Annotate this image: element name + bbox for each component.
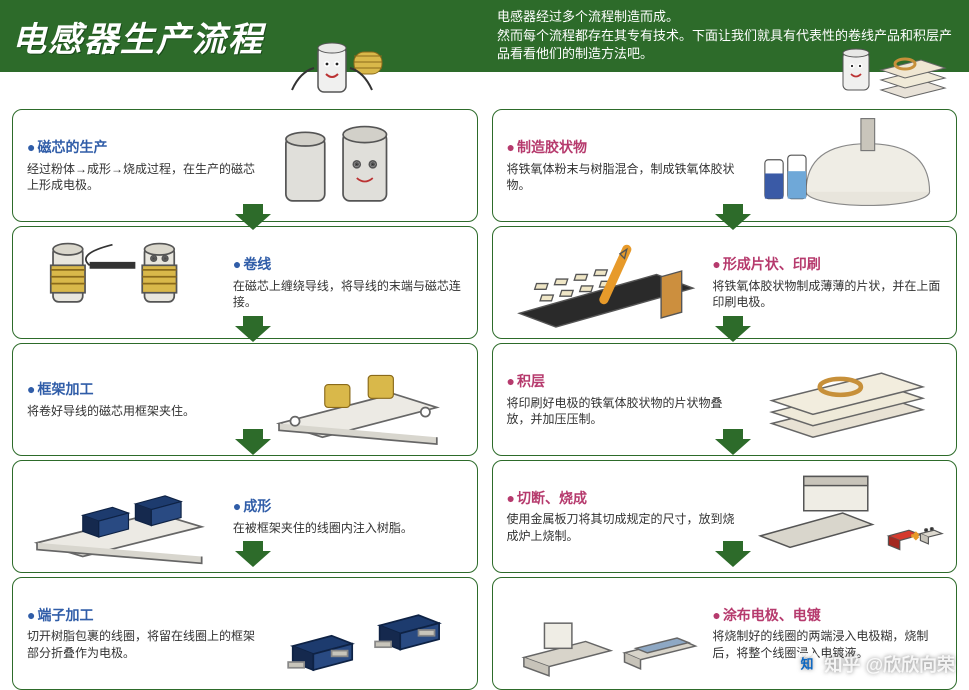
process-step: 磁芯的生产 经过粉体→成形→烧成过程，在生产的磁芯上形成电极。 xyxy=(12,109,478,222)
step-title: 框架加工 xyxy=(27,380,257,399)
step-desc: 将铁氧体胶状物制成薄薄的片状，并在上面印刷电极。 xyxy=(712,278,942,310)
step-title: 切断、烧成 xyxy=(507,489,737,508)
step-desc: 使用金属板刀将其切成规定的尺寸，放到烧成炉上烧制。 xyxy=(507,511,737,543)
step-text: 积层 将印刷好电极的铁氧体胶状物的片状物叠放，并加压压制。 xyxy=(501,372,743,427)
mascot-coil-icon xyxy=(272,38,392,113)
step-text: 制造胶状物 将铁氧体粉末与树脂混合，制成铁氧体胶状物。 xyxy=(501,138,743,193)
step-title: 涂布电极、电镀 xyxy=(712,606,942,625)
column-left: 卷线 磁芯的生产 经过粉体→成形→烧成过程，在生产的磁芯上形成电极。 卷线 在磁… xyxy=(12,72,478,667)
step-illustration-icon xyxy=(501,236,707,329)
header: 电感器生产流程 电感器经过多个流程制造而成。然而每个流程都存在其专有技术。下面让… xyxy=(0,0,969,72)
step-illustration-icon xyxy=(21,236,227,329)
step-title: 端子加工 xyxy=(27,606,257,625)
step-title: 成形 xyxy=(233,497,463,516)
step-desc: 将印刷好电极的铁氧体胶状物的片状物叠放，并加压压制。 xyxy=(507,395,737,427)
step-desc: 切开树脂包裹的线圈，将留在线圈上的框架部分折叠作为电极。 xyxy=(27,628,257,660)
watermark: 知 知乎 @欣欣向荣 xyxy=(796,651,955,677)
step-illustration-icon xyxy=(742,119,948,212)
process-step: 端子加工 切开树脂包裹的线圈，将留在线圈上的框架部分折叠作为电极。 xyxy=(12,577,478,690)
page-title: 电感器生产流程 xyxy=(12,12,264,61)
step-illustration-icon xyxy=(263,119,469,212)
step-illustration-icon xyxy=(263,353,469,446)
step-text: 磁芯的生产 经过粉体→成形→烧成过程，在生产的磁芯上形成电极。 xyxy=(21,138,263,193)
columns: 卷线 磁芯的生产 经过粉体→成形→烧成过程，在生产的磁芯上形成电极。 卷线 在磁… xyxy=(0,72,969,677)
process-step: 制造胶状物 将铁氧体粉末与树脂混合，制成铁氧体胶状物。 xyxy=(492,109,958,222)
step-text: 成形 在被框架夹住的线圈内注入树脂。 xyxy=(227,497,469,536)
step-illustration-icon xyxy=(742,470,948,563)
step-desc: 将铁氧体粉末与树脂混合，制成铁氧体胶状物。 xyxy=(507,161,737,193)
watermark-text: 知乎 @欣欣向荣 xyxy=(824,651,955,677)
mascot-layer-icon xyxy=(831,38,961,118)
step-title: 积层 xyxy=(507,372,737,391)
process-step: 成形 在被框架夹住的线圈内注入树脂。 xyxy=(12,460,478,573)
step-desc: 在磁芯上缠绕导线，将导线的末端与磁芯连接。 xyxy=(233,278,463,310)
step-illustration-icon xyxy=(263,587,469,680)
column-left-label: 卷线 xyxy=(12,72,478,109)
step-text: 框架加工 将卷好导线的磁芯用框架夹住。 xyxy=(21,380,263,419)
step-title: 磁芯的生产 xyxy=(27,138,257,157)
step-text: 切断、烧成 使用金属板刀将其切成规定的尺寸，放到烧成炉上烧制。 xyxy=(501,489,743,544)
step-title: 形成片状、印刷 xyxy=(712,255,942,274)
process-step: 切断、烧成 使用金属板刀将其切成规定的尺寸，放到烧成炉上烧制。 xyxy=(492,460,958,573)
process-step: 卷线 在磁芯上缠绕导线，将导线的末端与磁芯连接。 xyxy=(12,226,478,339)
step-desc: 经过粉体→成形→烧成过程，在生产的磁芯上形成电极。 xyxy=(27,161,257,193)
step-desc: 在被框架夹住的线圈内注入树脂。 xyxy=(233,520,463,536)
column-right: 积层 制造胶状物 将铁氧体粉末与树脂混合，制成铁氧体胶状物。 形成片状、印刷 将… xyxy=(492,72,958,667)
process-step: 框架加工 将卷好导线的磁芯用框架夹住。 xyxy=(12,343,478,456)
step-illustration-icon xyxy=(501,587,707,680)
zhihu-icon: 知 xyxy=(796,653,818,675)
step-title: 卷线 xyxy=(233,255,463,274)
step-text: 卷线 在磁芯上缠绕导线，将导线的末端与磁芯连接。 xyxy=(227,255,469,310)
step-illustration-icon xyxy=(742,353,948,446)
step-illustration-icon xyxy=(21,470,227,563)
svg-text:知: 知 xyxy=(801,657,814,672)
step-desc: 将卷好导线的磁芯用框架夹住。 xyxy=(27,403,257,419)
step-text: 形成片状、印刷 将铁氧体胶状物制成薄薄的片状，并在上面印刷电极。 xyxy=(706,255,948,310)
process-step: 积层 将印刷好电极的铁氧体胶状物的片状物叠放，并加压压制。 xyxy=(492,343,958,456)
step-text: 端子加工 切开树脂包裹的线圈，将留在线圈上的框架部分折叠作为电极。 xyxy=(21,606,263,661)
process-step: 形成片状、印刷 将铁氧体胶状物制成薄薄的片状，并在上面印刷电极。 xyxy=(492,226,958,339)
step-title: 制造胶状物 xyxy=(507,138,737,157)
steps-right: 制造胶状物 将铁氧体粉末与树脂混合，制成铁氧体胶状物。 形成片状、印刷 将铁氧体… xyxy=(492,109,958,690)
steps-left: 磁芯的生产 经过粉体→成形→烧成过程，在生产的磁芯上形成电极。 卷线 在磁芯上缠… xyxy=(12,109,478,690)
